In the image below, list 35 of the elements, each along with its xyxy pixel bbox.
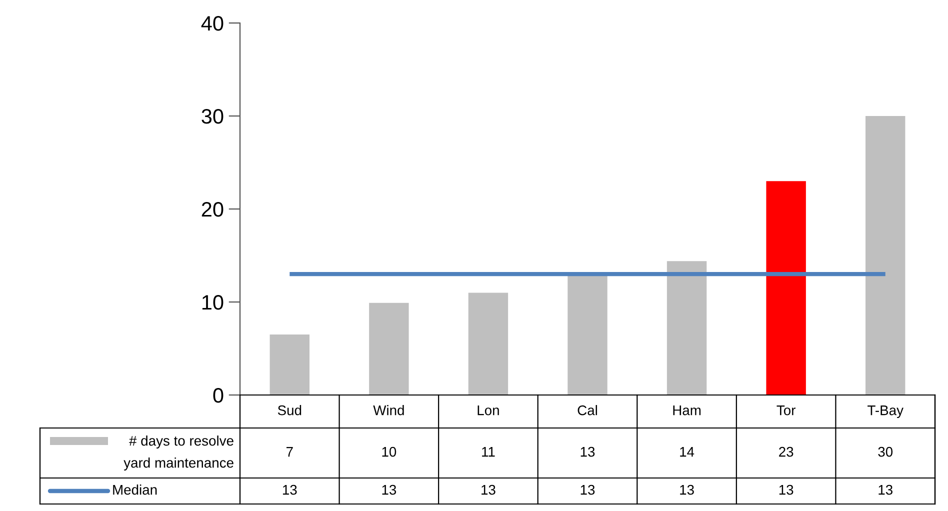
x-tick-label: Cal: [578, 405, 597, 416]
y-tick-label: 10: [202, 295, 224, 310]
x-tick-label: Lon: [478, 406, 499, 416]
data-label: 13: [680, 484, 694, 495]
legend-label: # days to resolve yard maintenance: [124, 436, 234, 470]
data-label: 13: [580, 446, 595, 457]
data-label: 13: [580, 484, 595, 495]
data-label: 13: [382, 484, 396, 495]
x-tick-label: Sud: [278, 405, 302, 416]
bar: [369, 302, 409, 395]
x-tick-label: T-Bay: [868, 406, 904, 418]
bar: [468, 292, 508, 395]
y-tick-label: 20: [202, 202, 224, 217]
data-label: 13: [482, 484, 496, 495]
data-label: 23: [779, 446, 794, 457]
y-tick-label: 0: [213, 388, 224, 403]
data-label: 10: [382, 446, 396, 457]
y-tick-label: 30: [202, 109, 224, 124]
data-label: 11: [482, 447, 495, 457]
x-tick-label: Wind: [373, 405, 404, 416]
bar: [766, 181, 806, 395]
data-label: 30: [878, 446, 893, 457]
data-label: 14: [680, 447, 694, 457]
legend-label: Median: [113, 484, 157, 495]
bar: [270, 334, 310, 395]
bar: [666, 261, 707, 395]
y-tick-label: 40: [201, 16, 224, 31]
data-label: 13: [282, 484, 297, 495]
data-label: 7: [286, 447, 293, 457]
bar: [568, 275, 608, 395]
x-tick-label: Ham: [673, 406, 701, 416]
data-label: 13: [878, 484, 892, 495]
x-tick-label: Tor: [776, 406, 796, 416]
data-label: 13: [779, 484, 794, 495]
bar: [866, 116, 906, 395]
